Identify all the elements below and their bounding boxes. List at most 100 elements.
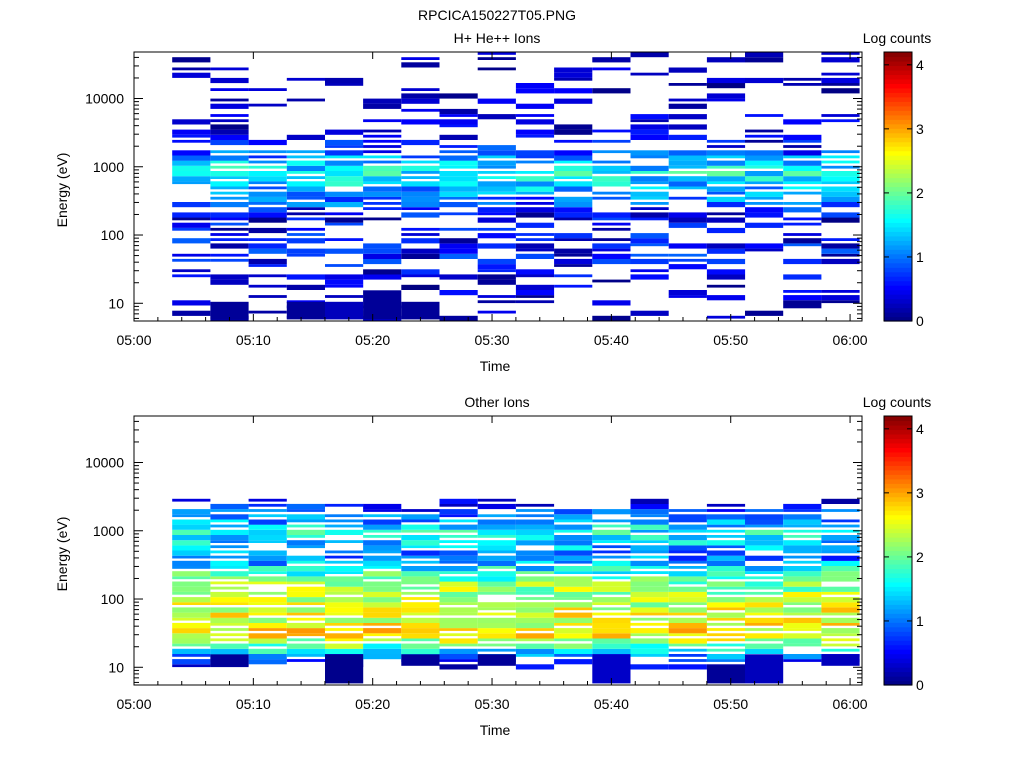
heatmap-cell [515, 509, 555, 512]
heatmap-cell [363, 196, 402, 200]
heatmap-cell [630, 258, 669, 265]
heatmap-cell [325, 607, 364, 613]
heatmap-cell [554, 248, 593, 254]
plot-axes: 05:00 05:10 05:20 05:30 05:40 05:50 06:00 10 100… [85, 415, 868, 712]
heatmap-cell [706, 77, 746, 84]
heatmap-cell [706, 576, 746, 580]
x-axis-label: Time [480, 358, 511, 374]
heatmap-cell [401, 119, 440, 125]
heatmap-cell [172, 659, 211, 665]
heatmap-cell [210, 648, 249, 654]
heatmap-cell [554, 571, 593, 574]
heatmap-cells [172, 498, 860, 684]
colorbar-swatch [884, 640, 912, 646]
heatmap-cell [592, 279, 631, 283]
heatmap-cell [821, 171, 860, 177]
heatmap-cell [286, 227, 325, 231]
heatmap-cell [286, 212, 325, 216]
heatmap-cell [821, 165, 860, 169]
heatmap-cell [439, 586, 478, 592]
heatmap-cell [286, 300, 325, 304]
heatmap-cell [172, 227, 211, 231]
heatmap-cell [554, 238, 593, 241]
heatmap-cell [439, 196, 478, 200]
heatmap-cell [248, 540, 287, 543]
heatmap-cell [401, 93, 440, 99]
heatmap-cell [592, 643, 631, 649]
heatmap-cell [630, 535, 669, 541]
heatmap-cell [745, 129, 784, 133]
heatmap-cell [554, 233, 593, 239]
heatmap-cell [745, 540, 784, 546]
heatmap-cell [630, 519, 669, 525]
heatmap-cell [286, 519, 325, 523]
heatmap-cell [592, 560, 631, 566]
heatmap-cell [477, 264, 516, 270]
heatmap-cell [515, 290, 555, 296]
heatmap-cell [477, 607, 516, 611]
heatmap-cell [286, 186, 325, 192]
heatmap-cell [210, 638, 249, 642]
heatmap-cell [515, 540, 555, 546]
heatmap-cell [592, 566, 631, 572]
heatmap-cell [554, 284, 593, 288]
heatmap-cell [172, 591, 211, 595]
heatmap-cell [363, 535, 402, 538]
heatmap-cell [439, 638, 478, 644]
heatmap-cell [515, 274, 555, 278]
heatmap-cell [477, 243, 516, 249]
heatmap-cell [630, 664, 669, 670]
heatmap-cell [363, 514, 402, 518]
heatmap-cell [745, 529, 784, 535]
heatmap-cell [439, 664, 478, 670]
heatmap-cell [401, 171, 440, 174]
heatmap-cell [286, 545, 325, 549]
heatmap-cell [783, 233, 822, 236]
heatmap-cell [210, 607, 249, 613]
heatmap-cell [668, 155, 707, 161]
heatmap-cell [210, 253, 249, 257]
heatmap-cell [439, 571, 478, 574]
heatmap-cell [210, 612, 249, 618]
heatmap-cell [515, 607, 555, 613]
heatmap-cell [630, 607, 669, 613]
heatmap-cell [477, 150, 516, 156]
y-tick-label: 100 [101, 227, 125, 243]
heatmap-cell [783, 602, 822, 605]
heatmap-cell [630, 654, 669, 657]
heatmap-cell [515, 83, 555, 89]
heatmap-cell [325, 83, 364, 86]
heatmap-cell [286, 654, 325, 657]
heatmap-cell [286, 643, 325, 649]
heatmap-cell [706, 295, 746, 301]
heatmap-cell [515, 576, 555, 582]
heatmap-cell [439, 519, 478, 523]
heatmap-cell [286, 217, 325, 221]
heatmap-cell [554, 67, 593, 73]
heatmap-cell [477, 217, 516, 223]
heatmap-cell [401, 88, 440, 91]
heatmap-cell [554, 98, 593, 104]
heatmap-cell [363, 607, 402, 613]
heatmap-cell [363, 545, 402, 551]
heatmap-cell [630, 202, 669, 205]
heatmap-cell [325, 274, 364, 280]
heatmap-cell [592, 253, 631, 259]
heatmap-cell [477, 540, 516, 546]
colorbar-swatch [884, 604, 912, 610]
heatmap-cell [592, 586, 631, 592]
colorbar-swatch [884, 173, 912, 179]
heatmap-cell [745, 586, 784, 590]
heatmap-cell [821, 633, 860, 637]
heatmap-cell [515, 591, 555, 595]
heatmap-cell [630, 591, 669, 598]
heatmap-cell [592, 160, 631, 164]
colorbar-swatch [884, 501, 912, 507]
heatmap-cell [706, 519, 746, 525]
heatmap-cell [248, 258, 287, 265]
heatmap-cell [515, 295, 555, 298]
heatmap-cell [706, 503, 746, 507]
heatmap-cell [706, 654, 746, 660]
heatmap-cell [363, 591, 402, 598]
heatmap-cell [783, 139, 822, 143]
